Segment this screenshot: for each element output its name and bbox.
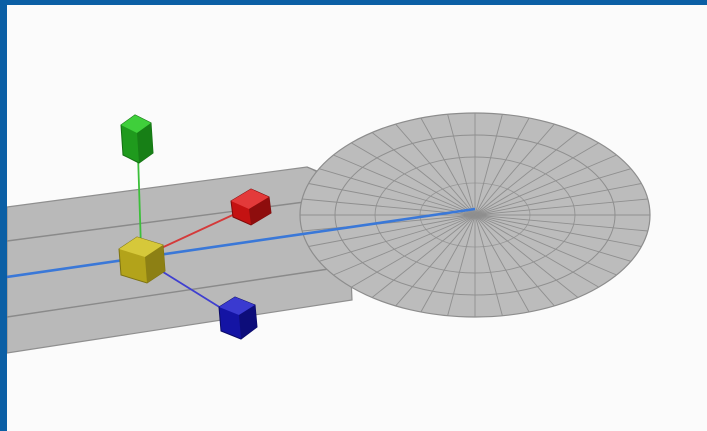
disk-spoke (447, 114, 476, 216)
gizmo-origin-handle[interactable] (118, 236, 166, 284)
gizmo-x-handle[interactable] (230, 188, 272, 226)
disk-spoke (395, 214, 476, 307)
window-frame-top (0, 0, 707, 5)
disk-spoke (308, 183, 476, 216)
disk-spoke (395, 123, 476, 216)
disk-spoke (474, 114, 503, 216)
gizmo-z-handle[interactable] (218, 296, 258, 340)
disk-spoke (474, 168, 632, 216)
disk-spoke (351, 214, 476, 288)
disk-spoke (371, 214, 476, 298)
disk-spoke (474, 214, 579, 298)
disk-spoke (474, 123, 555, 216)
gizmo-y-axis-line (137, 154, 142, 249)
disk-spoke (474, 214, 632, 262)
disk-spoke (474, 214, 555, 307)
transform-gizmo[interactable] (118, 114, 272, 340)
disk-spoke (351, 142, 476, 216)
disk-spoke (474, 117, 530, 216)
disk-spoke (420, 117, 476, 216)
disk-spoke (333, 214, 476, 276)
disk-spoke (474, 183, 642, 216)
disk-spoke (474, 214, 599, 288)
disk-spoke (302, 214, 476, 232)
center-axis-line (7, 207, 476, 279)
window-frame-left (0, 0, 7, 431)
disk-spoke (474, 214, 503, 316)
disk-spoke (474, 214, 530, 313)
disk-mesh[interactable] (299, 112, 651, 318)
disk-spoke (318, 168, 476, 216)
rod-mesh[interactable] (7, 166, 353, 354)
disk-spokes (300, 113, 650, 317)
gizmo-y-handle[interactable] (120, 114, 154, 164)
3d-viewport[interactable] (7, 5, 707, 431)
disk-spoke (474, 154, 617, 216)
disk-spoke (420, 214, 476, 313)
disk-spoke (474, 132, 579, 216)
disk-spoke (474, 142, 599, 216)
viewport-scene (7, 112, 651, 354)
disk-spoke (371, 132, 476, 216)
gizmo-z-axis-line (154, 266, 230, 314)
disk-spoke (474, 198, 648, 216)
disk-spoke (474, 214, 617, 276)
disk-spoke (474, 214, 642, 247)
disk-spoke (333, 154, 476, 216)
gizmo-x-axis-line (156, 212, 238, 251)
disk-spoke (474, 214, 648, 232)
disk-spoke (308, 214, 476, 247)
disk-spoke (447, 214, 476, 316)
disk-spoke (318, 214, 476, 262)
